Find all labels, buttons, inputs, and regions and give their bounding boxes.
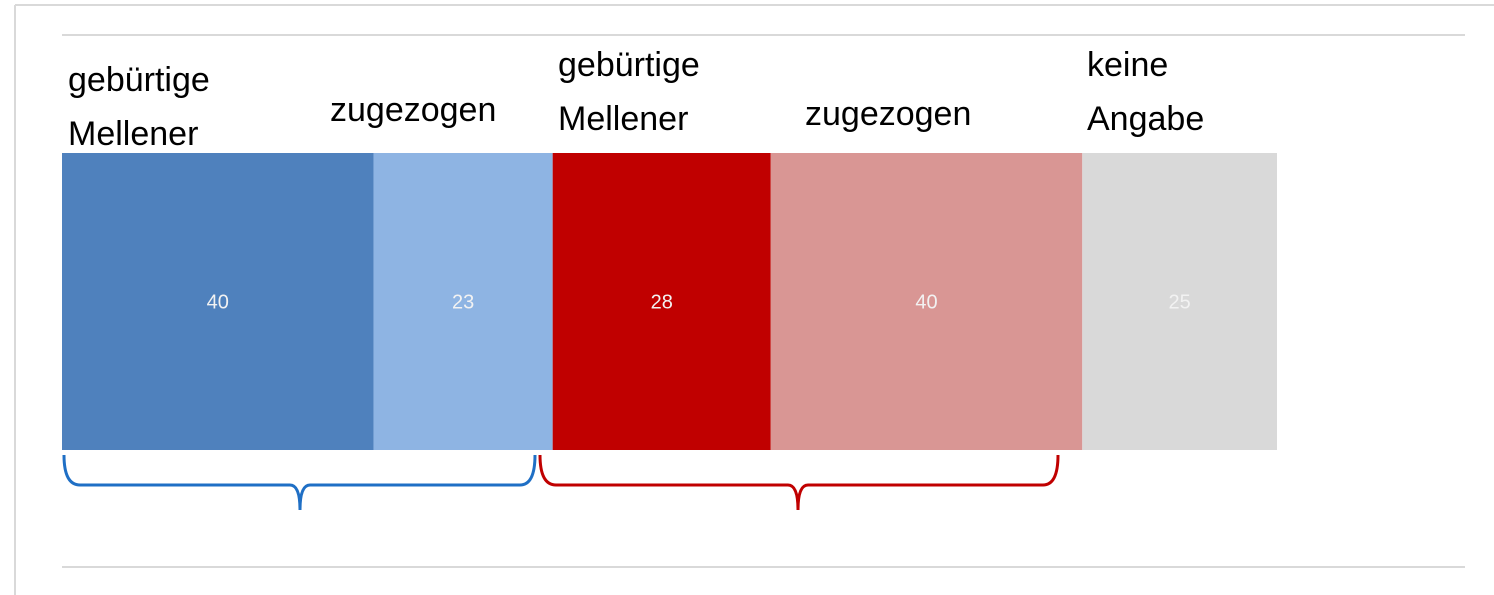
data-label: 40	[207, 291, 229, 313]
segment-label: keine Angabe	[1087, 46, 1205, 138]
segment-label: zugezogen	[330, 91, 497, 129]
data-label: 25	[1169, 291, 1191, 313]
segment-label: gebürtige Mellener	[68, 61, 210, 153]
segment-label: gebürtige Mellener	[558, 46, 700, 138]
data-label: 40	[915, 291, 937, 313]
segment-label: zugezogen	[805, 95, 972, 133]
bar-segment	[770, 153, 1083, 450]
bar-segment	[373, 153, 553, 450]
bar-segment	[62, 153, 374, 450]
bar-segment	[1082, 153, 1277, 450]
data-label: 23	[452, 291, 474, 313]
brace-red	[538, 454, 1060, 511]
brace-blue	[62, 454, 537, 511]
data-label: 28	[651, 291, 673, 313]
bar-segment	[552, 153, 771, 450]
